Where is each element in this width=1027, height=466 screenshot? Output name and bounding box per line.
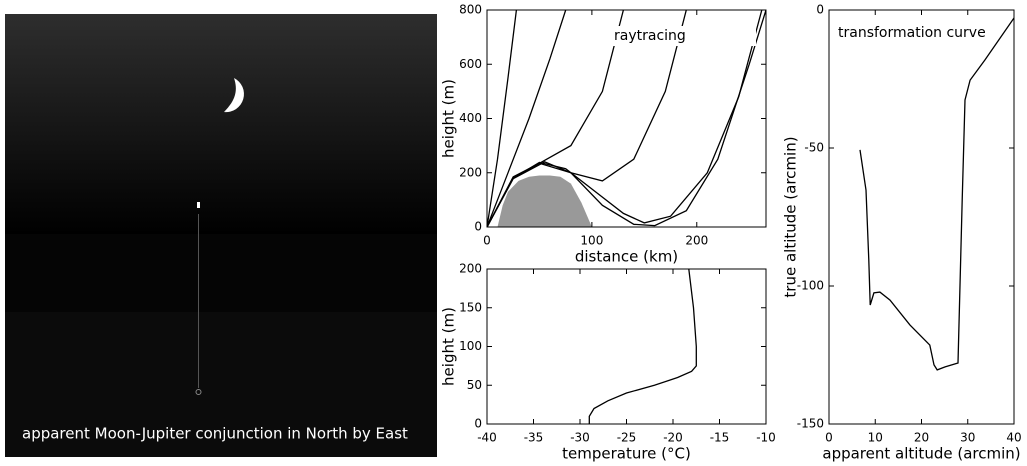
sky [5, 14, 437, 234]
y-tick-label: -50 [804, 141, 824, 155]
y-tick-label: 600 [459, 57, 482, 71]
y-tick-label: 50 [467, 378, 482, 392]
plot-area [487, 10, 766, 227]
y-axis-label: height (m) [440, 79, 458, 158]
jupiter [197, 202, 200, 208]
y-tick-label: -100 [797, 279, 824, 293]
x-axis-label: distance (km) [575, 248, 678, 266]
y-tick-label: 0 [816, 3, 824, 17]
annotation: raytracing [614, 28, 686, 44]
x-axis-label: apparent altitude (arcmin) [822, 445, 1020, 463]
x-tick-label: -15 [710, 431, 730, 445]
x-tick-label: -35 [524, 431, 544, 445]
moon-crescent [224, 78, 243, 112]
plot-frame [486, 268, 767, 425]
x-tick-label: -30 [570, 431, 590, 445]
y-tick-label: 0 [474, 220, 482, 234]
data-line [588, 269, 697, 424]
y-tick-label: 400 [459, 111, 482, 125]
x-tick-label: 40 [1006, 431, 1021, 445]
x-axis-label: temperature (°C) [562, 445, 691, 463]
y-tick-label: 200 [459, 262, 482, 276]
data-line [859, 17, 1014, 371]
data-line [487, 10, 567, 227]
simulated-view: apparent Moon-Jupiter conjunction in Nor… [5, 14, 437, 457]
annotation-bg [835, 23, 980, 43]
y-axis-label: height (m) [440, 307, 458, 386]
x-tick-label: -10 [756, 431, 776, 445]
x-tick-label: 200 [685, 234, 708, 248]
y-tick-label: 800 [459, 3, 482, 17]
caption: apparent Moon-Jupiter conjunction in Nor… [22, 425, 408, 443]
x-tick-label: 20 [914, 431, 929, 445]
plot-frame [828, 9, 1015, 425]
plot-area [588, 269, 697, 424]
y-tick-label: 100 [459, 339, 482, 353]
chart: 0 100 200 0 200 400 600 800 distance (km) height … [440, 3, 767, 266]
data-line [487, 10, 763, 227]
x-tick-label: 100 [580, 234, 603, 248]
x-tick-label: 0 [483, 234, 491, 248]
x-tick-label: 30 [960, 431, 975, 445]
plot-area [859, 17, 1014, 371]
y-tick-label: 150 [459, 300, 482, 314]
y-axis-label: true altitude (arcmin) [782, 136, 800, 297]
reflection-dot [195, 389, 202, 395]
y-tick-label: -150 [797, 417, 824, 431]
y-tick-label: 0 [474, 417, 482, 431]
x-tick-label: -40 [477, 431, 497, 445]
annotation-bg [611, 26, 756, 46]
x-tick-label: -20 [663, 431, 683, 445]
x-tick-label: 10 [868, 431, 883, 445]
y-tick-label: 200 [459, 165, 482, 179]
data-line [487, 10, 766, 227]
annotation: transformation curve [838, 25, 986, 41]
terrain [497, 175, 592, 227]
sea-band [5, 312, 437, 457]
x-tick-label: -25 [617, 431, 637, 445]
x-tick-label: 0 [825, 431, 833, 445]
chart: -40 -35 -30 -25 -20 -15 -10 0 50 100 150 200 tempera… [440, 262, 776, 463]
data-line [487, 10, 518, 227]
